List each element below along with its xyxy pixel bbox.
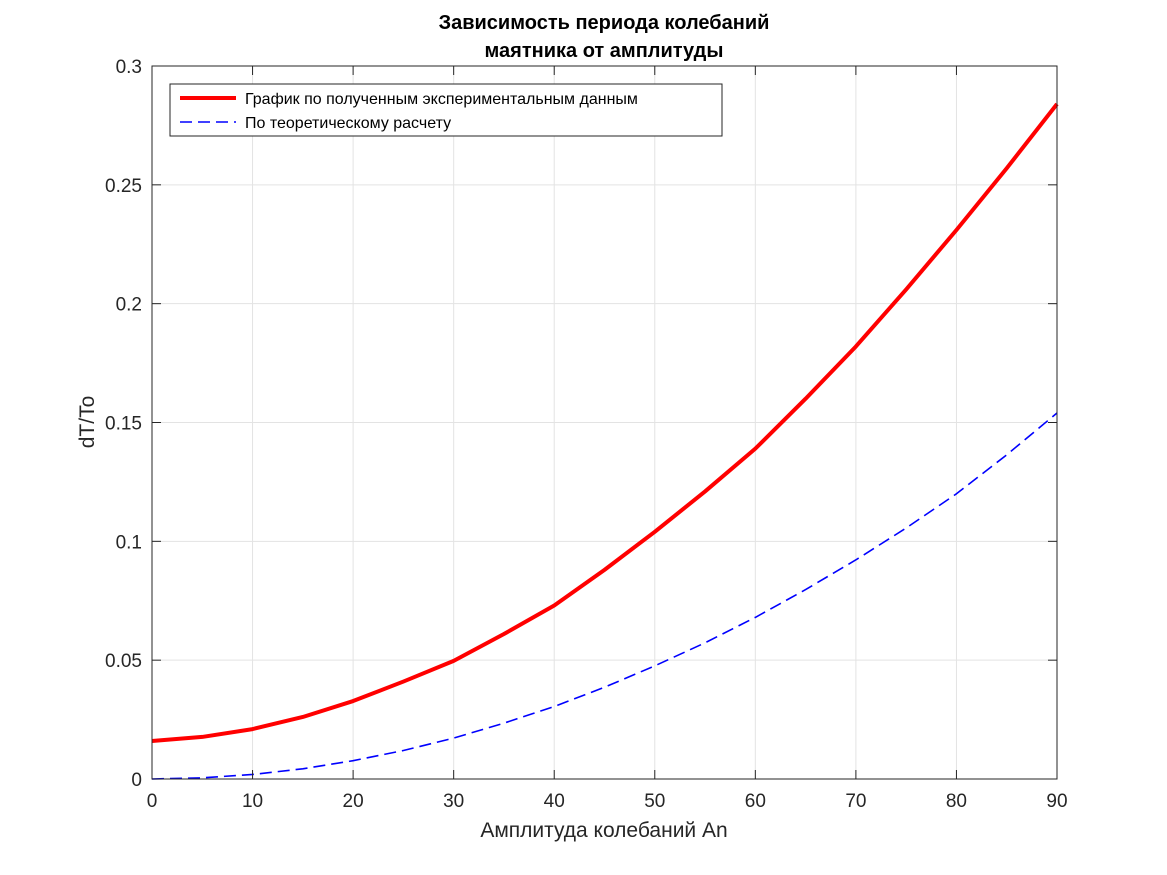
legend: График по полученным экспериментальным д… <box>169 83 723 137</box>
y-tick-label: 0 <box>131 770 142 791</box>
x-tick-label: 20 <box>343 791 364 812</box>
chart-title-line-2: маятника от амплитуды <box>485 40 724 62</box>
x-tick-label: 0 <box>147 791 158 812</box>
x-tick-label: 70 <box>845 791 866 812</box>
x-tick-label: 80 <box>946 791 967 812</box>
y-tick-label: 0.3 <box>116 57 142 78</box>
x-tick-label: 40 <box>544 791 565 812</box>
x-axis-label: Амплитуда колебаний An <box>480 819 727 842</box>
y-tick-label: 0.1 <box>116 532 142 553</box>
y-axis-label: dT/To <box>76 396 99 449</box>
x-tick-label: 90 <box>1046 791 1067 812</box>
x-tick-label: 60 <box>745 791 766 812</box>
series-lines <box>151 102 1059 780</box>
y-tick-label: 0.05 <box>105 651 142 672</box>
legend-box <box>169 83 723 137</box>
y-tick-label: 0.15 <box>105 414 142 435</box>
y-tick-label: 0.25 <box>105 176 142 197</box>
series-line-experimental <box>151 102 1059 743</box>
legend-label-theoretical: По теоретическому расчету <box>245 115 451 132</box>
chart-title-line-1: Зависимость периода колебаний <box>439 12 770 34</box>
x-tick-label: 50 <box>644 791 665 812</box>
x-tick-label: 30 <box>443 791 464 812</box>
series-line-theoretical <box>151 412 1058 780</box>
x-axis-ticks: 0 10 20 30 40 50 60 70 80 90 <box>147 66 1068 812</box>
legend-label-experimental: График по полученным экспериментальным д… <box>245 91 638 108</box>
y-axis-ticks: 0 0.05 0.1 0.15 0.2 0.25 0.3 <box>105 57 1057 791</box>
x-tick-label: 10 <box>242 791 263 812</box>
y-tick-label: 0.2 <box>116 295 142 316</box>
